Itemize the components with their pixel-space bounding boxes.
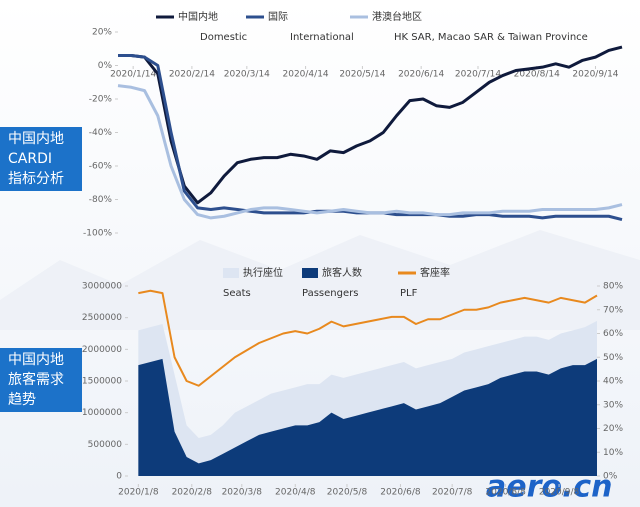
x-tick-label: 2020/1/14 xyxy=(110,70,156,80)
legend-label: 旅客人数 xyxy=(322,266,362,279)
y2-tick-label: 40% xyxy=(603,377,623,387)
x-tick-label: 2020/1/8 xyxy=(118,488,159,498)
y-tick-label: -80% xyxy=(89,195,113,205)
legend-label-en: Seats xyxy=(223,288,251,299)
y2-tick-label: 70% xyxy=(603,305,623,315)
legend-label-en: International xyxy=(290,32,354,43)
x-tick-label: 2020/6/8 xyxy=(380,488,421,498)
y-tick-label: 3000000 xyxy=(82,282,122,292)
x-tick-label: 2020/3/8 xyxy=(222,488,263,498)
x-tick-label: 2020/8/14 xyxy=(514,70,560,80)
y2-tick-label: 10% xyxy=(603,448,623,458)
x-tick-label: 2020/2/14 xyxy=(169,70,215,80)
legend-label: 国际 xyxy=(268,11,288,23)
x-tick-label: 2020/7/8 xyxy=(432,488,473,498)
side-label: 中国内地 xyxy=(8,352,64,368)
y-tick-label: 500000 xyxy=(88,440,123,450)
side-label: CARDI xyxy=(8,151,52,167)
legend-label: 中国内地 xyxy=(178,10,218,23)
x-tick-label: 2020/6/14 xyxy=(398,70,444,80)
side-label: 指标分析 xyxy=(8,171,64,187)
x-tick-label: 2020/9/14 xyxy=(572,70,618,80)
legend-label: 执行座位 xyxy=(243,266,283,279)
x-tick-label: 2020/9/8 xyxy=(539,488,580,498)
y2-tick-label: 0% xyxy=(603,472,618,482)
y-tick-label: -100% xyxy=(83,229,112,239)
y-tick-label: 0% xyxy=(98,61,113,71)
legend-label-en: Passengers xyxy=(302,288,358,299)
x-tick-label: 2020/7/14 xyxy=(455,70,501,80)
y2-tick-label: 60% xyxy=(603,329,623,339)
x-tick-label: 2020/3/14 xyxy=(224,70,270,80)
x-tick-label: 2020/5/14 xyxy=(339,70,385,80)
x-tick-label: 2020/2/8 xyxy=(172,488,213,498)
legend-label-en: Domestic xyxy=(200,32,247,43)
legend-label-en: HK SAR, Macao SAR & Taiwan Province xyxy=(394,32,588,43)
y-tick-label: 2000000 xyxy=(82,345,122,355)
x-tick-label: 2020/4/8 xyxy=(275,488,316,498)
area xyxy=(138,358,597,476)
x-tick-label: 2020/8/8 xyxy=(485,488,526,498)
line xyxy=(138,289,598,387)
side-label-box xyxy=(0,127,82,191)
line xyxy=(117,84,623,220)
y-tick-label: 0 xyxy=(116,472,122,482)
y-tick-label: 2500000 xyxy=(82,313,122,323)
legend-swatch xyxy=(223,268,239,278)
y2-tick-label: 20% xyxy=(603,424,623,434)
side-label-box xyxy=(0,348,82,412)
y2-tick-label: 30% xyxy=(603,400,623,410)
legend-label: 客座率 xyxy=(420,266,450,279)
x-tick-label: 2020/4/14 xyxy=(283,70,329,80)
y-tick-label: 1500000 xyxy=(82,377,122,387)
legend-label: 港澳台地区 xyxy=(372,10,422,23)
side-label: 中国内地 xyxy=(8,131,64,147)
side-label: 趋势 xyxy=(8,392,36,408)
y2-tick-label: 50% xyxy=(603,353,623,363)
x-tick-label: 2020/5/8 xyxy=(327,488,368,498)
y-tick-label: 1000000 xyxy=(82,408,122,418)
y-tick-label: -20% xyxy=(89,95,113,105)
legend-label-en: PLF xyxy=(400,288,418,299)
line xyxy=(118,45,623,205)
y-tick-label: -40% xyxy=(89,128,113,138)
y2-tick-label: 80% xyxy=(603,282,623,292)
mountain-decor xyxy=(0,230,640,330)
side-label: 旅客需求 xyxy=(8,371,64,388)
legend-swatch xyxy=(302,268,318,278)
y-tick-label: -60% xyxy=(89,162,113,172)
y-tick-label: 20% xyxy=(92,28,112,38)
